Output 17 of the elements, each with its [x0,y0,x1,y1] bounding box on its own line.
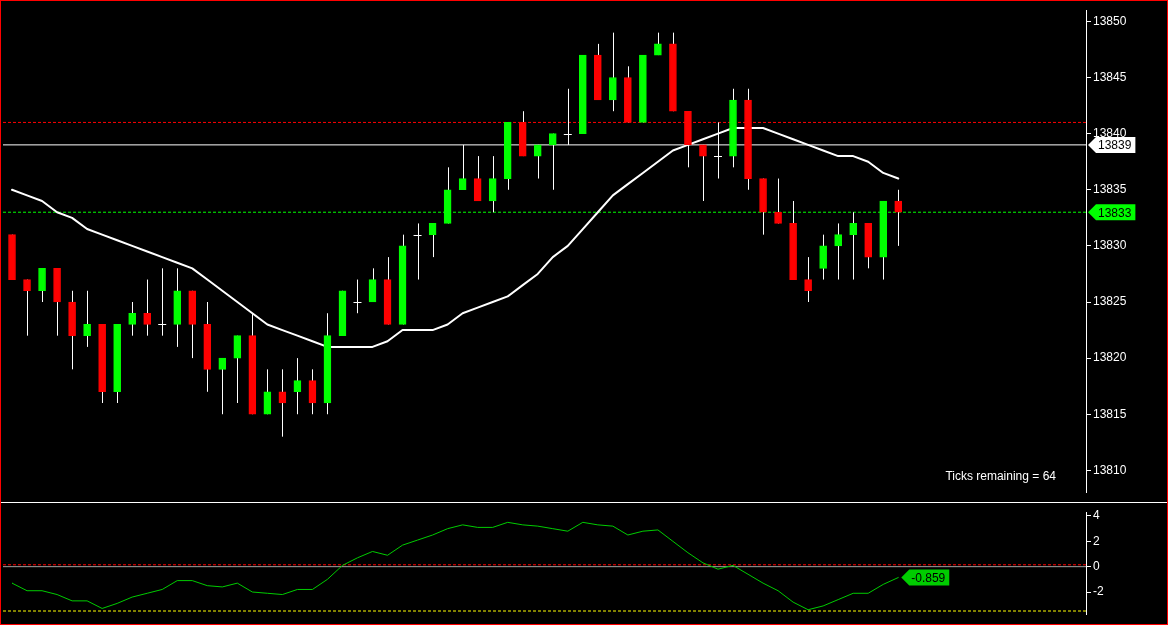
y-tick-label: 13810 [1093,462,1127,477]
ref-line-label: 13839 [1098,138,1132,153]
ref-line-label: 13833 [1098,205,1132,220]
y-tick-label: 13845 [1093,69,1127,84]
y-tick-label: 13825 [1093,294,1127,309]
y-tick-label: 13835 [1093,182,1127,197]
y-tick-label: 13830 [1093,238,1127,253]
data-label: -0.859 [911,570,946,585]
y-tick-label: 13840 [1093,125,1127,140]
y-tick-label: 2 [1093,533,1100,548]
y-tick-label: 13815 [1093,406,1127,421]
y-tick-label: 4 [1093,508,1100,523]
y-tick-label: 0 [1093,558,1100,573]
y-tick-label: -2 [1093,584,1104,599]
text: Ticks remaining = 64 [945,469,1057,484]
y-tick-label: 13850 [1093,13,1127,28]
y-tick-label: 13820 [1093,350,1127,365]
